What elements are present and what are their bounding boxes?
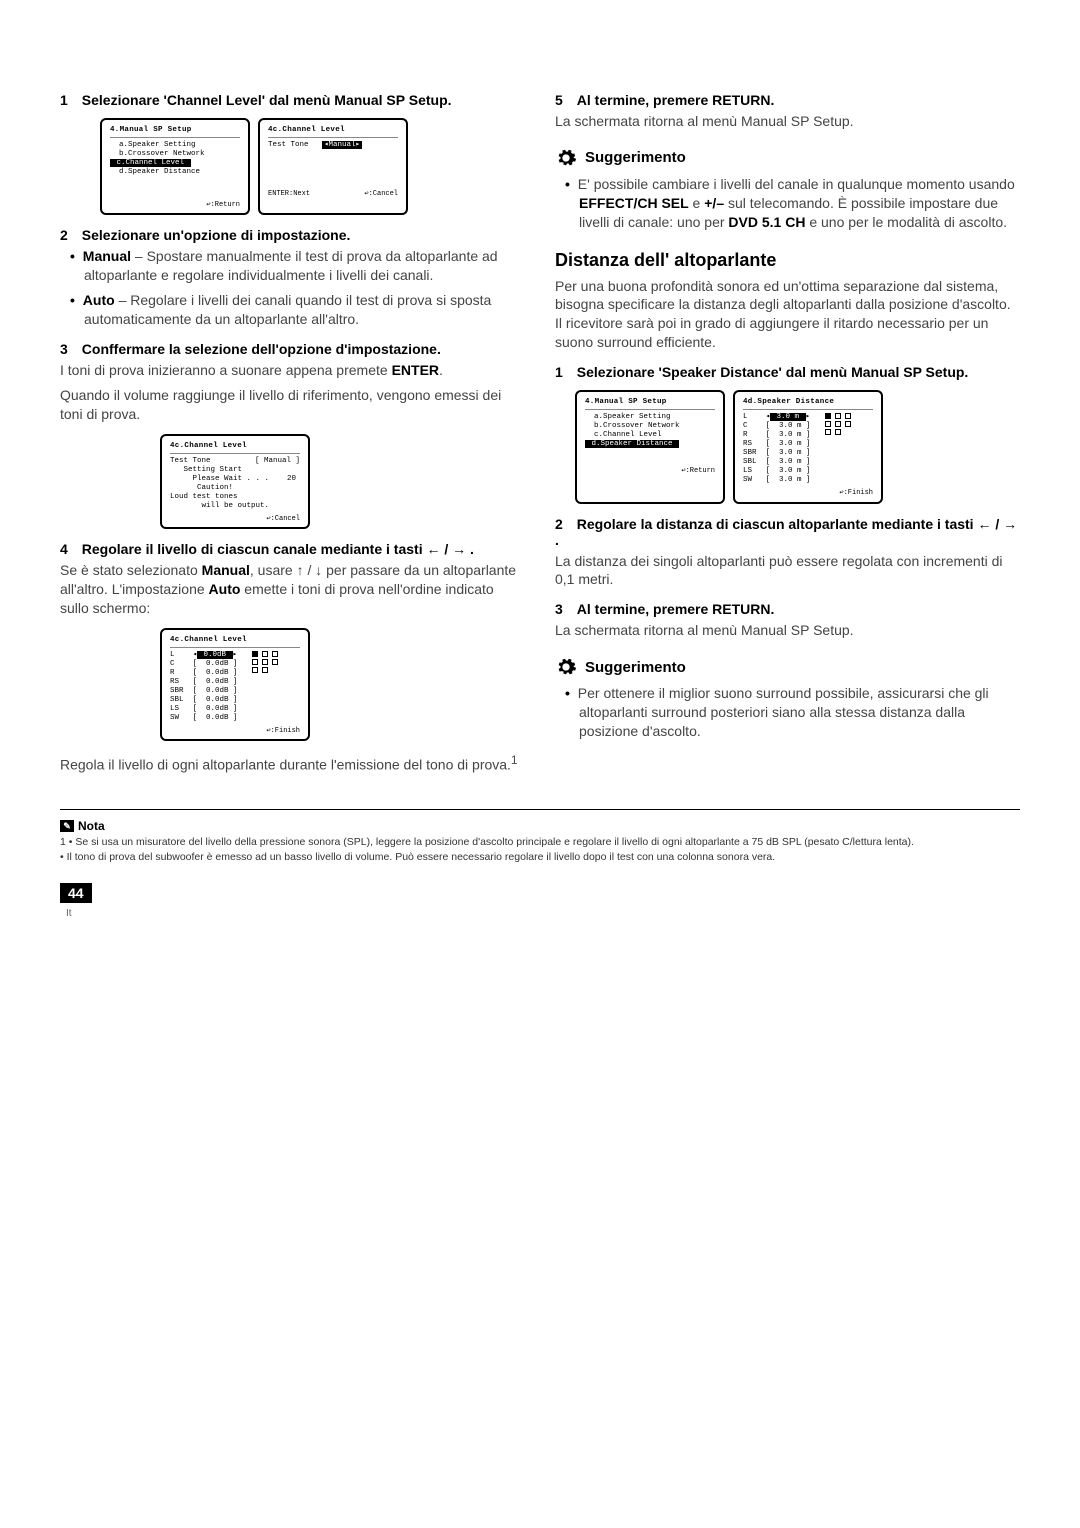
lcd-footer: ↩:Return [110, 201, 240, 209]
lcd-line-highlighted: c.Channel Level [110, 159, 240, 168]
lcd-row: SW [ 0.0dB ] [170, 714, 238, 723]
lcd-speaker-distance: 4d.Speaker Distance L ◂ 3.0 m ▸ C [ 3.0 … [733, 390, 883, 503]
lcd-line: will be output. [170, 502, 300, 511]
lcd-row: RS [ 3.0 m ] [743, 440, 811, 449]
lcd-channel-level-wait: 4c.Channel Level Test Tone[ Manual ] Set… [160, 434, 310, 529]
r-step2-body: La distanza dei singoli altoparlanti può… [555, 552, 1020, 590]
lcd-footer: ↩:Return [585, 467, 715, 475]
lcd-line: a.Speaker Setting [585, 413, 715, 422]
page-footer: 44 It [60, 883, 1020, 921]
lcd-manual-sp-setup: 4.Manual SP Setup a.Speaker Setting b.Cr… [100, 118, 250, 215]
footnote-2: • Il tono di prova del subwoofer è emess… [60, 851, 1020, 865]
lcd-footer: ENTER:Next↩:Cancel [268, 190, 398, 198]
page-language: It [66, 908, 72, 919]
step3-body1: I toni di prova inizieranno a suonare ap… [60, 361, 525, 380]
step1-title: 1 Selezionare 'Channel Level' dal menù M… [60, 92, 525, 108]
lcd-channel-level-values: 4c.Channel Level L ◂ 0.0dB ▸ C [ 0.0dB ]… [160, 628, 310, 741]
lcd-title: 4d.Speaker Distance [743, 398, 873, 410]
lcd-title: 4c.Channel Level [170, 636, 300, 648]
lcd-line: c.Channel Level [585, 431, 715, 440]
step4-tail: Regola il livello di ogni altoparlante d… [60, 753, 525, 775]
nota-header: ✎ Nota [60, 819, 105, 833]
lcd-line: Setting Start [170, 466, 300, 475]
lcd-line-highlighted: d.Speaker Distance [585, 440, 715, 449]
tip2-item: Per ottenere il miglior suono surround p… [579, 684, 1020, 741]
speaker-layout-icon [238, 651, 300, 723]
section-body: Per una buona profondità sonora ed un'ot… [555, 277, 1020, 353]
lcd-row: C [ 3.0 m ] [743, 422, 811, 431]
lcd-row: LS [ 3.0 m ] [743, 467, 811, 476]
lcd-row: SBL [ 0.0dB ] [170, 696, 238, 705]
lcd-row: SW [ 3.0 m ] [743, 476, 811, 485]
footnote-ref: 1 [511, 754, 517, 767]
lcd-channel-level: 4c.Channel Level Test Tone ◂Manual▸ ENTE… [258, 118, 408, 215]
lcd-footer: ↩:Finish [743, 489, 873, 497]
r-step1-title: 1 Selezionare 'Speaker Distance' dal men… [555, 364, 1020, 380]
step2-options: Manual – Spostare manualmente il test di… [60, 247, 525, 329]
step4-body: Se è stato selezionato Manual, usare ↑ /… [60, 561, 525, 618]
tip-label: Suggerimento [585, 659, 686, 676]
nota-label: Nota [78, 819, 105, 833]
lcd-levels: 4c.Channel Level L ◂ 0.0dB ▸ C [ 0.0dB ]… [160, 628, 525, 741]
lcd-pair-distance: 4.Manual SP Setup a.Speaker Setting b.Cr… [575, 390, 1020, 503]
gear-icon [555, 147, 577, 169]
tip1-list: E' possibile cambiare i livelli del cana… [555, 175, 1020, 232]
step4-title: 4 Regolare il livello di ciascun canale … [60, 541, 525, 557]
page-number: 44 [60, 883, 92, 903]
step3-body2: Quando il volume raggiunge il livello di… [60, 386, 525, 424]
lcd-line: b.Crossover Network [585, 422, 715, 431]
r-step3-title: 3 Al termine, premere RETURN. [555, 601, 1020, 617]
tip-header-2: Suggerimento [555, 656, 1020, 678]
step5-title: 5 Al termine, premere RETURN. [555, 92, 1020, 108]
lcd-row: C [ 0.0dB ] [170, 660, 238, 669]
option-auto: Auto – Regolare i livelli dei canali qua… [84, 291, 525, 329]
footnote-divider [60, 809, 1020, 810]
left-column: 1 Selezionare 'Channel Level' dal menù M… [60, 80, 525, 781]
lcd-row: R [ 3.0 m ] [743, 431, 811, 440]
lcd-row: SBL [ 3.0 m ] [743, 458, 811, 467]
lcd-row: LS [ 0.0dB ] [170, 705, 238, 714]
tip2-list: Per ottenere il miglior suono surround p… [555, 684, 1020, 741]
page-columns: 1 Selezionare 'Channel Level' dal menù M… [60, 80, 1020, 781]
lcd-title: 4.Manual SP Setup [110, 126, 240, 138]
gear-icon [555, 656, 577, 678]
lcd-line: Please Wait . . . 20 [170, 475, 300, 484]
lcd-test-tone: 4c.Channel Level Test Tone[ Manual ] Set… [160, 434, 525, 529]
option-manual: Manual – Spostare manualmente il test di… [84, 247, 525, 285]
lcd-footer: ↩:Finish [170, 727, 300, 735]
lcd-row: L ◂ 0.0dB ▸ [170, 651, 238, 660]
lcd-row: L ◂ 3.0 m ▸ [743, 413, 811, 422]
lcd-row: Test Tone[ Manual ] [170, 457, 300, 466]
section-title: Distanza dell' altoparlante [555, 250, 1020, 271]
r-step3-body: La schermata ritorna al menù Manual SP S… [555, 621, 1020, 640]
lcd-row: SBR [ 0.0dB ] [170, 687, 238, 696]
lcd-manual-sp-setup2: 4.Manual SP Setup a.Speaker Setting b.Cr… [575, 390, 725, 503]
tip-label: Suggerimento [585, 149, 686, 166]
lcd-row: RS [ 0.0dB ] [170, 678, 238, 687]
lcd-title: 4.Manual SP Setup [585, 398, 715, 410]
step5-body: La schermata ritorna al menù Manual SP S… [555, 112, 1020, 131]
lcd-line: Caution! [170, 484, 300, 493]
note-icon: ✎ [60, 820, 74, 832]
lcd-line: a.Speaker Setting [110, 141, 240, 150]
tip-header: Suggerimento [555, 147, 1020, 169]
lcd-title: 4c.Channel Level [170, 442, 300, 454]
step2-title: 2 Selezionare un'opzione di impostazione… [60, 227, 525, 243]
lcd-row: R [ 0.0dB ] [170, 669, 238, 678]
lcd-row: SBR [ 3.0 m ] [743, 449, 811, 458]
step3-title: 3 Conffermare la selezione dell'opzione … [60, 341, 525, 357]
r-step2-title: 2 Regolare la distanza di ciascun altopa… [555, 516, 1020, 548]
lcd-title: 4c.Channel Level [268, 126, 398, 138]
right-column: 5 Al termine, premere RETURN. La scherma… [555, 80, 1020, 781]
footnote-1: 1 • Se si usa un misuratore del livello … [60, 836, 1020, 850]
lcd-pair-1: 4.Manual SP Setup a.Speaker Setting b.Cr… [100, 118, 525, 215]
lcd-line: d.Speaker Distance [110, 168, 240, 177]
tip1-item: E' possibile cambiare i livelli del cana… [579, 175, 1020, 232]
lcd-line: b.Crossover Network [110, 150, 240, 159]
lcd-line: Loud test tones [170, 493, 300, 502]
lcd-footer: ↩:Cancel [170, 515, 300, 523]
speaker-layout-icon [811, 413, 873, 485]
lcd-row: Test Tone ◂Manual▸ [268, 141, 398, 150]
